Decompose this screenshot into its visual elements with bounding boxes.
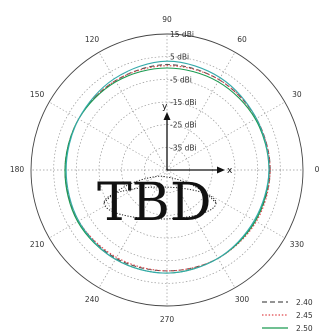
angle-tick-label: 270 <box>160 315 175 324</box>
grid-spoke <box>166 101 285 171</box>
grid-spoke <box>49 101 168 171</box>
angle-tick-label: 30 <box>292 90 302 99</box>
polar-grid <box>30 33 304 307</box>
grid-spoke <box>98 52 168 171</box>
grid-spoke <box>166 169 285 239</box>
ring-label: 15 dBi <box>170 30 194 39</box>
legend-label: 2.50 <box>296 324 313 333</box>
angle-tick-label: 180 <box>10 165 25 174</box>
angle-tick-label: 150 <box>30 90 45 99</box>
legend-label: 2.45 <box>296 311 313 320</box>
grid-spoke <box>49 169 168 239</box>
angle-tick-label: 300 <box>235 295 250 304</box>
overlay-tbd-text: TBD <box>97 173 212 233</box>
angle-tick-label: 60 <box>237 35 247 44</box>
grid-spoke <box>166 52 236 171</box>
legend-label: 2.40 <box>296 298 313 307</box>
x-axis-arrowhead <box>217 166 225 174</box>
y-axis-arrowhead <box>163 112 171 120</box>
angle-tick-label: 330 <box>290 240 305 249</box>
y-axis-label: y <box>162 102 168 112</box>
series-layer <box>64 60 271 274</box>
angle-tick-label: 0 <box>315 165 320 174</box>
ring-label: -25 dBi <box>170 121 197 130</box>
series-line-unlabeled <box>65 60 270 274</box>
grid-ring <box>75 78 259 262</box>
angle-tick-label: 90 <box>162 15 172 24</box>
grid-spoke <box>166 169 236 288</box>
ring-label: -35 dBi <box>170 143 197 152</box>
ring-label: 5 dBi <box>170 53 189 62</box>
overlay-graphic: TBD y x <box>97 102 233 233</box>
angle-tick-label: 120 <box>85 35 100 44</box>
angle-tick-label: 240 <box>85 295 100 304</box>
angle-tick-label: 210 <box>30 240 45 249</box>
ring-labels: 15 dBi 5 dBi -5 dBi -15 dBi -25 dBi -35 dBi <box>170 30 197 152</box>
legend: 2.40 2.45 2.50 <box>262 298 313 333</box>
x-axis-label: x <box>227 166 233 176</box>
outer-ring <box>30 33 304 307</box>
grid-spoke <box>98 169 168 288</box>
ring-label: -15 dBi <box>170 98 197 107</box>
ring-label: -5 dBi <box>170 75 192 84</box>
